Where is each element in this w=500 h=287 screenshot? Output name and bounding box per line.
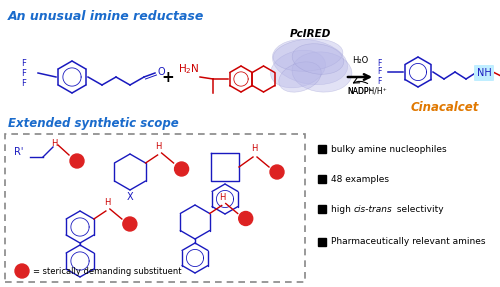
Bar [318,145,326,153]
Ellipse shape [292,44,344,74]
Text: X: X [126,192,134,202]
Text: NADP⁺: NADP⁺ [348,87,373,96]
Text: PcIRED: PcIRED [290,29,331,39]
Circle shape [238,212,252,226]
FancyBboxPatch shape [474,65,494,81]
Circle shape [270,165,284,179]
Text: Extended synthetic scope: Extended synthetic scope [8,117,179,130]
Text: H₂O: H₂O [352,56,368,65]
Circle shape [123,217,137,231]
Text: F: F [377,77,381,86]
Circle shape [15,264,29,278]
Text: F: F [22,79,26,88]
Text: +: + [162,69,174,84]
Text: H: H [51,139,57,148]
Circle shape [70,154,84,168]
FancyBboxPatch shape [5,134,305,282]
Bar [318,205,326,213]
Text: cis-trans: cis-trans [354,205,393,214]
Text: H$_2$N: H$_2$N [178,62,200,76]
Text: bulky amine nucleophiles: bulky amine nucleophiles [331,144,446,154]
Text: Cinacalcet: Cinacalcet [411,101,479,114]
Text: F: F [22,69,26,77]
Text: = sterically demanding substituent: = sterically demanding substituent [33,267,182,276]
Text: H: H [251,144,257,153]
Circle shape [174,162,188,176]
Text: O: O [158,67,166,77]
Text: An unusual imine reductase: An unusual imine reductase [8,10,204,23]
Text: R': R' [14,147,23,157]
Text: 48 examples: 48 examples [331,174,389,183]
Text: F: F [22,59,26,67]
Ellipse shape [279,62,321,92]
Bar [318,175,326,183]
Text: H: H [104,198,110,207]
Text: high: high [331,205,354,214]
Text: H: H [156,142,162,151]
Text: NH: NH [476,68,492,78]
Text: F: F [377,59,381,67]
Text: Pharmaceutically relevant amines: Pharmaceutically relevant amines [331,238,486,247]
Text: selectivity: selectivity [394,205,444,214]
Ellipse shape [273,39,343,71]
Text: NADPH/H⁺: NADPH/H⁺ [347,87,387,96]
Ellipse shape [270,50,326,88]
Ellipse shape [272,39,347,85]
Text: F: F [377,67,381,77]
Ellipse shape [292,52,352,92]
Bar [318,238,326,246]
Text: H: H [220,193,226,201]
